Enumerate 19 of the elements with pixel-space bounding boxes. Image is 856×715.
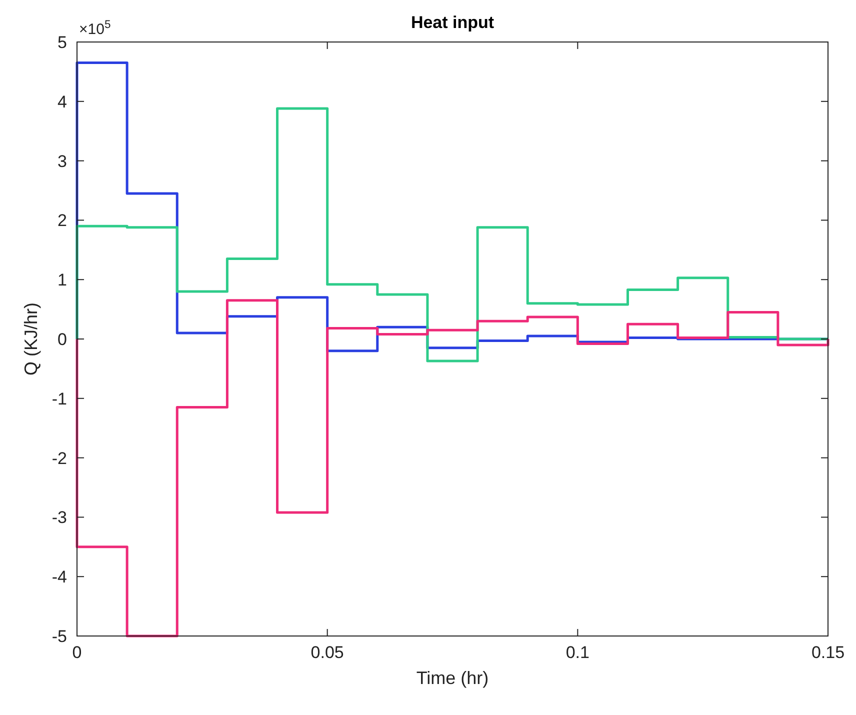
x-tick-label: 0.15 xyxy=(811,643,845,662)
y-tick-label: -4 xyxy=(52,568,67,587)
y-tick-label: 1 xyxy=(58,270,67,290)
y-tick-label: -1 xyxy=(52,389,67,408)
x-axis-title: Time (hr) xyxy=(416,668,489,688)
x-tick-label: 0 xyxy=(72,643,82,662)
y-tick-label: 2 xyxy=(58,211,67,230)
y-tick-label: 4 xyxy=(58,92,67,112)
y-axis-title: Q (KJ/hr) xyxy=(21,302,41,376)
x-tick-label: 0.1 xyxy=(566,643,590,662)
x-tick-label: 0.05 xyxy=(310,643,344,662)
text: ×10$^{5}$ xyxy=(79,19,111,38)
y-tick-label: 5 xyxy=(58,33,67,52)
y-tick-label: -3 xyxy=(52,508,67,528)
y-tick-label: -5 xyxy=(52,627,67,646)
y-tick-label: -2 xyxy=(52,448,67,468)
y-tick-label: 0 xyxy=(58,330,67,349)
y-tick-label: 3 xyxy=(58,152,67,171)
chart-title: Heat input xyxy=(410,13,494,32)
